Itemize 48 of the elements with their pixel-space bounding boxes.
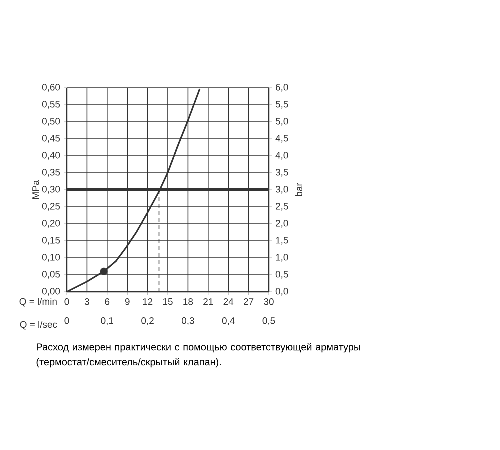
x-tick-label: 12: [143, 298, 153, 306]
y-tick-label: 0,60: [42, 84, 60, 92]
x-tick-label: 15: [163, 298, 173, 306]
y2-axis-title: bar: [296, 183, 302, 196]
y-tick-label: 0,40: [42, 152, 60, 160]
y2-tick-label: 2,5: [276, 203, 288, 211]
x2-tick-label: 0: [64, 318, 70, 324]
y2-tick-label: 2,0: [276, 220, 288, 228]
x-tick-label: 6: [105, 298, 110, 306]
y2-tick-label: 0,5: [276, 271, 288, 279]
y-tick-label: 0,45: [42, 135, 60, 143]
x2-tick-label: 0,5: [262, 318, 276, 326]
y-tick-label: 0,30: [42, 186, 60, 194]
x2-tick-label: 0,4: [222, 318, 235, 326]
x2-axis-title: Q = l/sec: [20, 321, 58, 330]
y-axis-title: MPa: [32, 180, 40, 199]
x-tick-label: 0: [64, 298, 70, 306]
x-tick-label: 21: [204, 298, 214, 306]
y2-tick-label: 5,0: [276, 118, 288, 126]
y2-tick-label: 1,0: [276, 254, 288, 262]
y-tick-label: 0,00: [42, 288, 60, 296]
y2-tick-label: 4,5: [276, 135, 288, 143]
y-tick-label: 0,05: [42, 271, 60, 279]
y-tick-label: 0,20: [42, 220, 60, 228]
text: Расход измерен практически с помощью соответствующей арматуры (термостат/смеситель/скрытый клапан).: [36, 343, 360, 368]
y2-tick-label: 4,0: [276, 152, 288, 160]
y-tick-label: 0,55: [42, 101, 60, 109]
x2-tick-label: 0,3: [182, 318, 194, 326]
y2-tick-label: 0,0: [276, 288, 288, 296]
y2-tick-label: 5,5: [276, 101, 288, 109]
x2-tick-label: 0,2: [142, 318, 154, 326]
x-tick-label: 27: [244, 298, 254, 306]
x-tick-label: 3: [84, 298, 90, 306]
x-axis-title: Q = l/min: [20, 298, 57, 307]
y-tick-label: 0,10: [42, 254, 60, 262]
y2-tick-label: 6,0: [276, 84, 288, 92]
x2-tick-label: 0,1: [101, 318, 114, 326]
x-tick-label: 18: [184, 298, 194, 306]
x-tick-label: 30: [264, 298, 274, 306]
y-tick-label: 0,25: [42, 203, 60, 211]
x-tick-label: 24: [224, 298, 234, 306]
y2-tick-label: 3,0: [276, 186, 288, 194]
y2-tick-label: 1,5: [276, 237, 288, 245]
y-tick-label: 0,50: [42, 118, 60, 126]
y-tick-label: 0,35: [42, 169, 60, 177]
y2-tick-label: 3,5: [276, 169, 288, 177]
y-tick-label: 0,15: [42, 237, 60, 245]
x-tick-label: 9: [125, 298, 130, 306]
